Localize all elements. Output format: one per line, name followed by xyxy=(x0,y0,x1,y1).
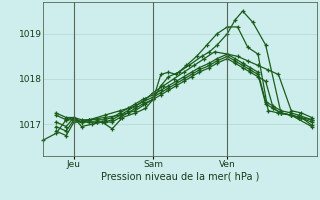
X-axis label: Pression niveau de la mer( hPa ): Pression niveau de la mer( hPa ) xyxy=(101,172,259,182)
